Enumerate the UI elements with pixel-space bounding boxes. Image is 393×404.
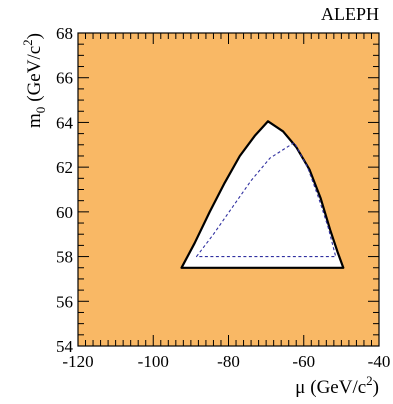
x-axis-label: μ (GeV/c2) (295, 373, 379, 398)
x-tick-label: -100 (138, 352, 169, 371)
x-axis-symbol: μ (295, 377, 305, 398)
y-axis-unit-close: ) (24, 33, 45, 39)
x-tick-label: -60 (292, 352, 315, 371)
y-axis-unit-power: 2 (20, 39, 35, 46)
x-tick-label: -40 (368, 352, 391, 371)
y-axis-symbol: m (24, 113, 45, 128)
expected-contour (195, 141, 337, 258)
y-tick-label: 58 (56, 248, 73, 267)
y-tick-label: 64 (56, 113, 74, 132)
y-tick-label: 68 (56, 24, 73, 43)
y-axis-unit: (GeV/c (24, 46, 45, 102)
y-axis-symbol-subscript: 0 (33, 107, 48, 114)
y-tick-label: 56 (56, 292, 73, 311)
experiment-label: ALEPH (321, 4, 379, 24)
x-tick-label: -120 (62, 352, 93, 371)
allowed-region-contour (180, 120, 345, 269)
x-tick-label: -80 (217, 352, 240, 371)
y-tick-label: 54 (56, 337, 74, 356)
x-axis-unit-power: 2 (366, 373, 373, 388)
y-tick-label: 60 (56, 203, 73, 222)
y-tick-label: 66 (56, 69, 73, 88)
y-axis-label: m0 (GeV/c2) (20, 33, 48, 128)
x-axis-unit: (GeV/c (310, 377, 366, 398)
y-tick-label: 62 (56, 158, 73, 177)
x-axis-unit-close: ) (373, 377, 379, 398)
